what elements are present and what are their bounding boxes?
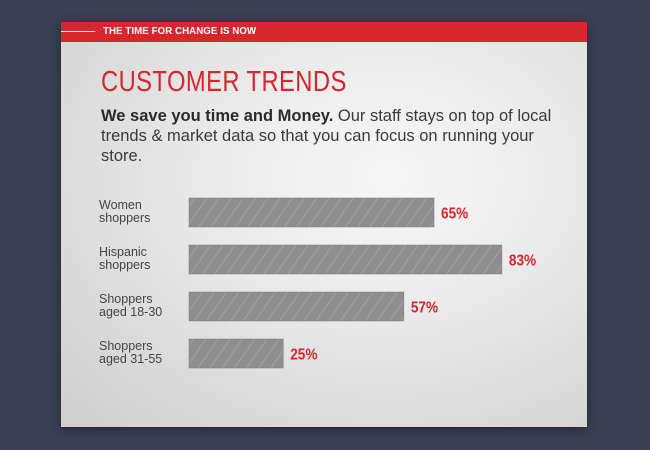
intro-bold: We save you time and Money. xyxy=(101,107,334,125)
intro-paragraph: We save you time and Money. Our staff st… xyxy=(101,106,571,166)
category-label-2: Shoppers aged 18-30 xyxy=(99,292,162,319)
value-label-3: 25% xyxy=(290,347,317,364)
page-title: CUSTOMER TRENDS xyxy=(101,66,347,98)
banner-rule xyxy=(61,31,95,32)
category-label-1: Hispanic shoppers xyxy=(99,245,150,272)
intro-text: Our staff stays on top of local trends &… xyxy=(101,107,552,165)
top-banner: THE TIME FOR CHANGE IS NOW xyxy=(61,22,587,42)
bar-0 xyxy=(188,197,435,228)
bar-1 xyxy=(188,244,503,275)
category-label-0: Women shoppers xyxy=(99,198,150,225)
bar-3 xyxy=(188,338,284,369)
bars-layer: Women shoppers 65% Hispanic shoppers 83% Shopp… xyxy=(99,197,536,369)
infographic-card: THE TIME FOR CHANGE IS NOW CUSTOMER TREN… xyxy=(61,22,587,427)
category-label-3: Shoppers aged 31-55 xyxy=(99,339,162,366)
value-label-0: 65% xyxy=(441,206,468,223)
value-label-1: 83% xyxy=(509,253,536,270)
customer-trends-chart: Women shoppers 65% Hispanic shoppers 83% Shopp… xyxy=(99,197,536,369)
bar-2 xyxy=(188,291,405,322)
value-label-2: 57% xyxy=(411,300,438,317)
banner-text: THE TIME FOR CHANGE IS NOW xyxy=(103,25,257,37)
